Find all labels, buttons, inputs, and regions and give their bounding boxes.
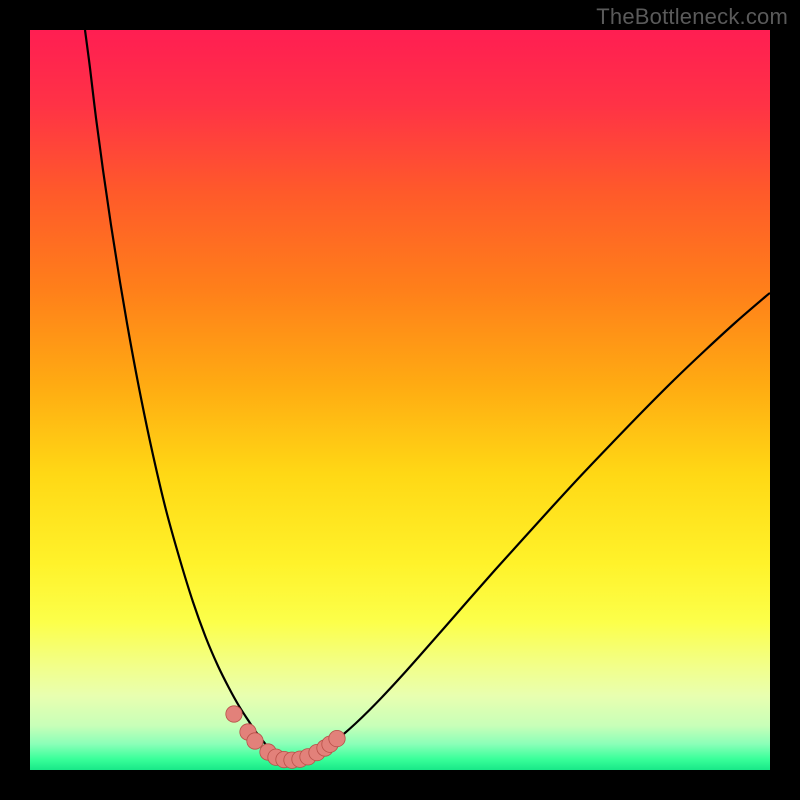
curve-marker (329, 730, 345, 746)
frame-right (770, 0, 800, 800)
frame-left (0, 0, 30, 800)
frame-bottom (0, 770, 800, 800)
curve-marker (226, 706, 242, 722)
plot-area (30, 30, 770, 770)
watermark-text: TheBottleneck.com (596, 4, 788, 30)
curve-marker (247, 733, 263, 749)
chart-svg (30, 30, 770, 770)
